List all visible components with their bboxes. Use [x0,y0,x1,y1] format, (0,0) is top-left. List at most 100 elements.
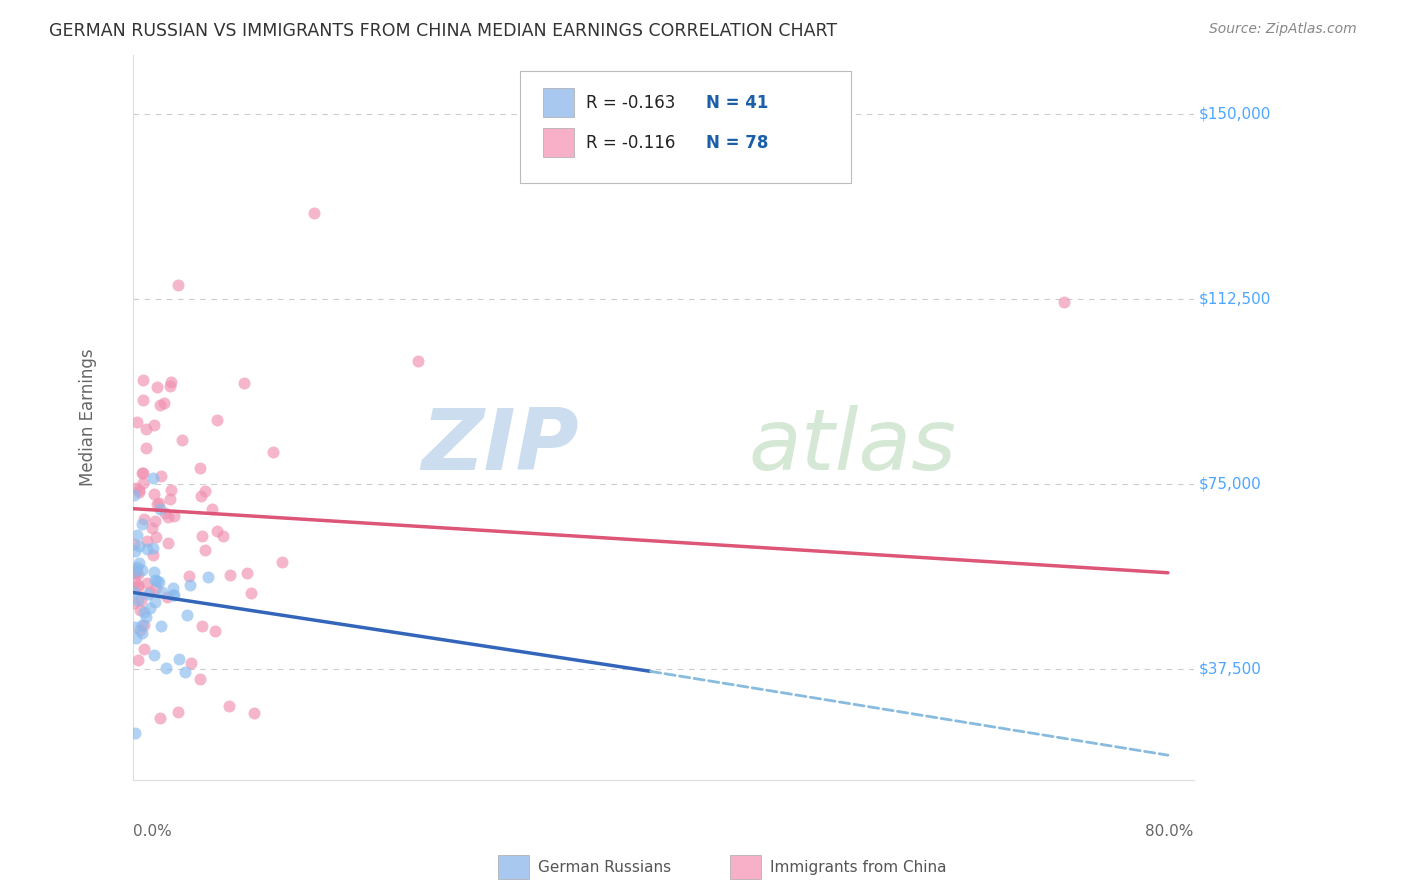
Point [150,585,173,599]
Point [194,483,217,498]
Point [176,608,198,623]
Point [159,379,181,393]
Point [124,488,146,502]
Point [153,396,176,410]
Point [205,524,228,539]
Point [128,623,150,637]
Point [127,593,149,607]
Text: $112,500: $112,500 [1199,292,1271,307]
Point [180,657,202,671]
Point [124,725,146,739]
Text: N = 41: N = 41 [706,94,768,112]
Point [143,648,166,662]
Point [132,466,155,480]
Point [124,596,146,610]
Point [167,278,190,293]
Point [159,491,181,506]
Point [125,566,148,580]
Point [160,483,183,498]
Point [141,521,163,535]
Point [135,441,157,455]
Point [179,568,201,582]
Text: Immigrants from China: Immigrants from China [770,860,948,874]
Point [149,619,172,633]
Point [124,544,146,558]
Point [124,564,146,578]
Point [125,481,148,495]
Point [142,417,165,432]
Point [218,698,240,713]
Point [160,375,183,389]
Point [127,580,149,594]
Point [127,415,149,429]
Point [179,577,201,591]
Point [132,642,155,657]
Point [239,585,262,599]
Point [236,566,259,581]
Point [201,502,224,516]
Text: 0.0%: 0.0% [134,824,172,839]
Point [262,445,284,459]
Point [135,610,157,624]
Text: Source: ZipAtlas.com: Source: ZipAtlas.com [1209,22,1357,37]
Point [212,529,235,543]
Point [132,392,155,407]
Point [134,605,156,619]
Point [145,574,167,588]
Point [143,514,166,528]
Point [124,620,146,634]
Point [124,537,146,551]
Point [131,466,153,480]
Point [125,632,148,646]
Point [129,603,152,617]
Text: R = -0.116: R = -0.116 [586,134,692,152]
Point [145,530,167,544]
Point [163,588,186,602]
Point [153,506,176,520]
Point [167,652,190,666]
Point [148,496,170,510]
Point [128,539,150,553]
Point [155,661,177,675]
Point [127,528,149,542]
Point [125,566,148,580]
Point [128,484,150,499]
Text: GERMAN RUSSIAN VS IMMIGRANTS FROM CHINA MEDIAN EARNINGS CORRELATION CHART: GERMAN RUSSIAN VS IMMIGRANTS FROM CHINA … [49,22,838,40]
Point [204,624,226,638]
Point [127,566,149,581]
Point [132,476,155,491]
Text: 80.0%: 80.0% [1146,824,1194,839]
Point [139,600,162,615]
Point [132,618,155,632]
Point [129,592,152,607]
Text: R = -0.163: R = -0.163 [586,94,692,112]
Text: N = 78: N = 78 [706,134,768,152]
Text: $37,500: $37,500 [1199,661,1261,676]
Text: atlas: atlas [748,405,956,488]
Point [142,541,165,555]
Point [124,561,146,575]
Point [156,536,179,550]
Point [172,433,194,447]
Point [232,376,254,390]
Point [194,542,217,557]
Point [124,574,146,589]
Point [138,585,160,599]
Point [134,512,156,526]
Point [156,590,179,604]
Point [190,529,212,543]
Point [167,705,190,719]
Text: ZIP: ZIP [420,405,578,488]
Point [135,422,157,436]
Point [150,468,173,483]
Point [188,672,211,686]
Point [188,461,211,475]
Point [124,585,146,599]
Point [128,556,150,570]
Point [131,516,153,531]
Point [148,575,170,590]
Point [136,541,159,556]
Point [190,490,212,504]
Point [142,565,165,579]
Point [205,413,228,427]
